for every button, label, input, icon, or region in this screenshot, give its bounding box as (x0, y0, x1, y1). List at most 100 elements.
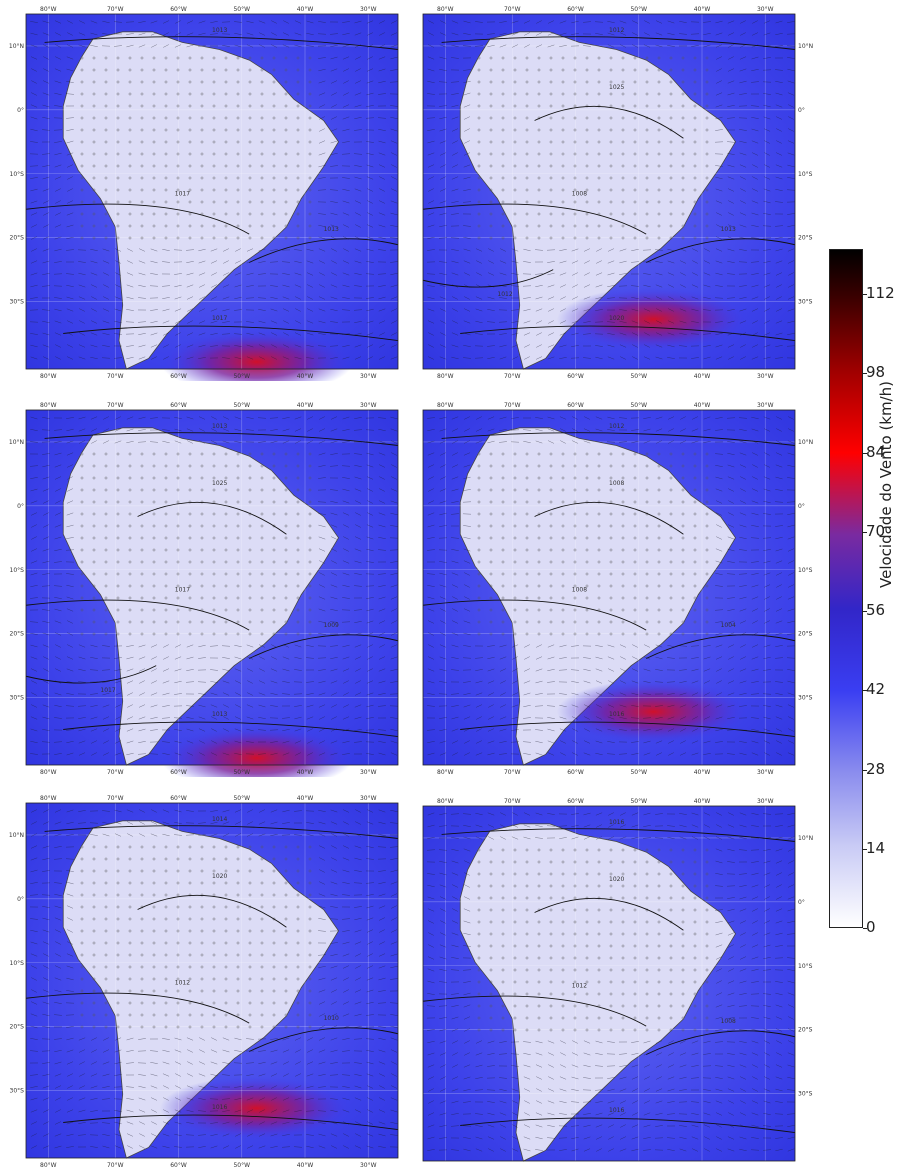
isobar-label: 1008 (572, 191, 587, 198)
lon-label-top: 80°W (40, 6, 57, 13)
isobar-label: 1012 (609, 423, 624, 430)
lon-label-bottom: 80°W (40, 373, 57, 380)
lon-label-bottom: 50°W (630, 769, 647, 776)
lon-label-top: 40°W (297, 402, 314, 409)
lon-label-top: 80°W (40, 795, 57, 802)
lon-label-bottom: 80°W (437, 769, 454, 776)
wind-maximum (557, 287, 750, 351)
lon-label-bottom: 60°W (567, 769, 584, 776)
map-panel-d: 1012 1008 1004 1016 1008 80°W 70°W 60°W 50°W 40°W… (401, 398, 817, 777)
lon-label-bottom: 80°W (40, 1162, 57, 1169)
lon-label-top: 30°W (757, 402, 774, 409)
lat-label: 10°S (10, 171, 25, 178)
lon-label-bottom: 70°W (504, 373, 521, 380)
lon-label-bottom: 40°W (694, 769, 711, 776)
lon-label-top: 30°W (360, 402, 377, 409)
lon-label-top: 80°W (437, 6, 454, 13)
lon-label-bottom: 70°W (107, 769, 124, 776)
isobar-label: 1012 (497, 291, 512, 298)
lon-label-bottom: 60°W (170, 1162, 187, 1169)
lon-label-bottom: 50°W (233, 769, 250, 776)
isobar-label: 1013 (212, 27, 227, 34)
lat-label: 10°N (798, 43, 813, 50)
lon-label-top: 60°W (567, 6, 584, 13)
isobar-label: 1008 (572, 587, 587, 594)
lon-label-top: 80°W (437, 402, 454, 409)
lon-label-bottom: 30°W (360, 373, 377, 380)
lon-label-top: 60°W (170, 795, 187, 802)
isobar-label: 1014 (212, 816, 227, 823)
isobar-label: 1012 (609, 27, 624, 34)
lon-label-top: 50°W (233, 402, 250, 409)
lat-label: 20°S (10, 1024, 25, 1031)
lon-label-bottom: 50°W (630, 373, 647, 380)
lon-label-bottom: 60°W (567, 373, 584, 380)
lon-label-top: 40°W (694, 402, 711, 409)
lat-label: 10°N (9, 439, 24, 446)
lat-label: 0° (17, 896, 24, 903)
lon-label-top: 40°W (694, 6, 711, 13)
isobar-label: 1017 (175, 191, 190, 198)
lon-label-bottom: 60°W (170, 769, 187, 776)
lat-label: 30°S (798, 299, 813, 306)
lon-label-top: 30°W (360, 795, 377, 802)
wind-maximum (557, 680, 750, 744)
lat-label: 30°S (10, 695, 25, 702)
lon-label-bottom: 80°W (40, 769, 57, 776)
lat-label: 30°S (798, 695, 813, 702)
isobar-label: 1020 (212, 873, 227, 880)
lon-label-bottom: 30°W (360, 1162, 377, 1169)
isobar-label: 1013 (721, 226, 736, 233)
lat-label: 20°S (10, 631, 25, 638)
lat-label: 30°S (10, 1088, 25, 1095)
lat-label: 20°S (798, 631, 813, 638)
lon-label-bottom: 50°W (233, 1162, 250, 1169)
lat-label: 10°N (798, 439, 813, 446)
lon-label-top: 60°W (170, 6, 187, 13)
lat-label: 0° (17, 503, 24, 510)
lat-label: 10°N (9, 43, 24, 50)
isobar-label: 1025 (609, 84, 624, 91)
lon-label-top: 70°W (504, 6, 521, 13)
lon-label-top: 70°W (107, 795, 124, 802)
isobar-label: 1017 (100, 687, 115, 694)
lat-label: 10°S (10, 567, 25, 574)
lon-label-top: 70°W (504, 402, 521, 409)
isobar-label: 1008 (609, 480, 624, 487)
lon-label-bottom: 70°W (107, 373, 124, 380)
map-svg: 1012 1008 1004 1016 1008 80°W 70°W 60°W 50°W 40°W… (401, 398, 817, 777)
lon-label-top: 60°W (170, 402, 187, 409)
lat-label: 30°S (10, 299, 25, 306)
isobar-label: 1025 (212, 480, 227, 487)
isobar-label: 1013 (212, 423, 227, 430)
lon-label-top: 70°W (107, 6, 124, 13)
lon-label-top: 60°W (567, 402, 584, 409)
lon-label-bottom: 60°W (170, 373, 187, 380)
isobar-label: 1004 (721, 622, 736, 629)
isobar-label: 1012 (175, 980, 190, 987)
isobar-label: 1013 (212, 711, 227, 718)
lon-label-bottom: 80°W (437, 373, 454, 380)
lon-label-top: 30°W (360, 6, 377, 13)
lat-label: 0° (17, 107, 24, 114)
lon-label-top: 80°W (40, 402, 57, 409)
isobar-label: 1016 (609, 711, 624, 718)
lon-label-top: 30°W (757, 6, 774, 13)
isobar-label: 1009 (324, 622, 339, 629)
lon-label-top: 50°W (233, 795, 250, 802)
lon-label-top: 40°W (297, 795, 314, 802)
lon-label-bottom: 40°W (297, 373, 314, 380)
lon-label-bottom: 70°W (107, 1162, 124, 1169)
isobar-label: 1013 (324, 226, 339, 233)
lon-label-bottom: 50°W (233, 373, 250, 380)
lat-label: 0° (798, 503, 805, 510)
lat-label: 10°S (10, 960, 25, 967)
